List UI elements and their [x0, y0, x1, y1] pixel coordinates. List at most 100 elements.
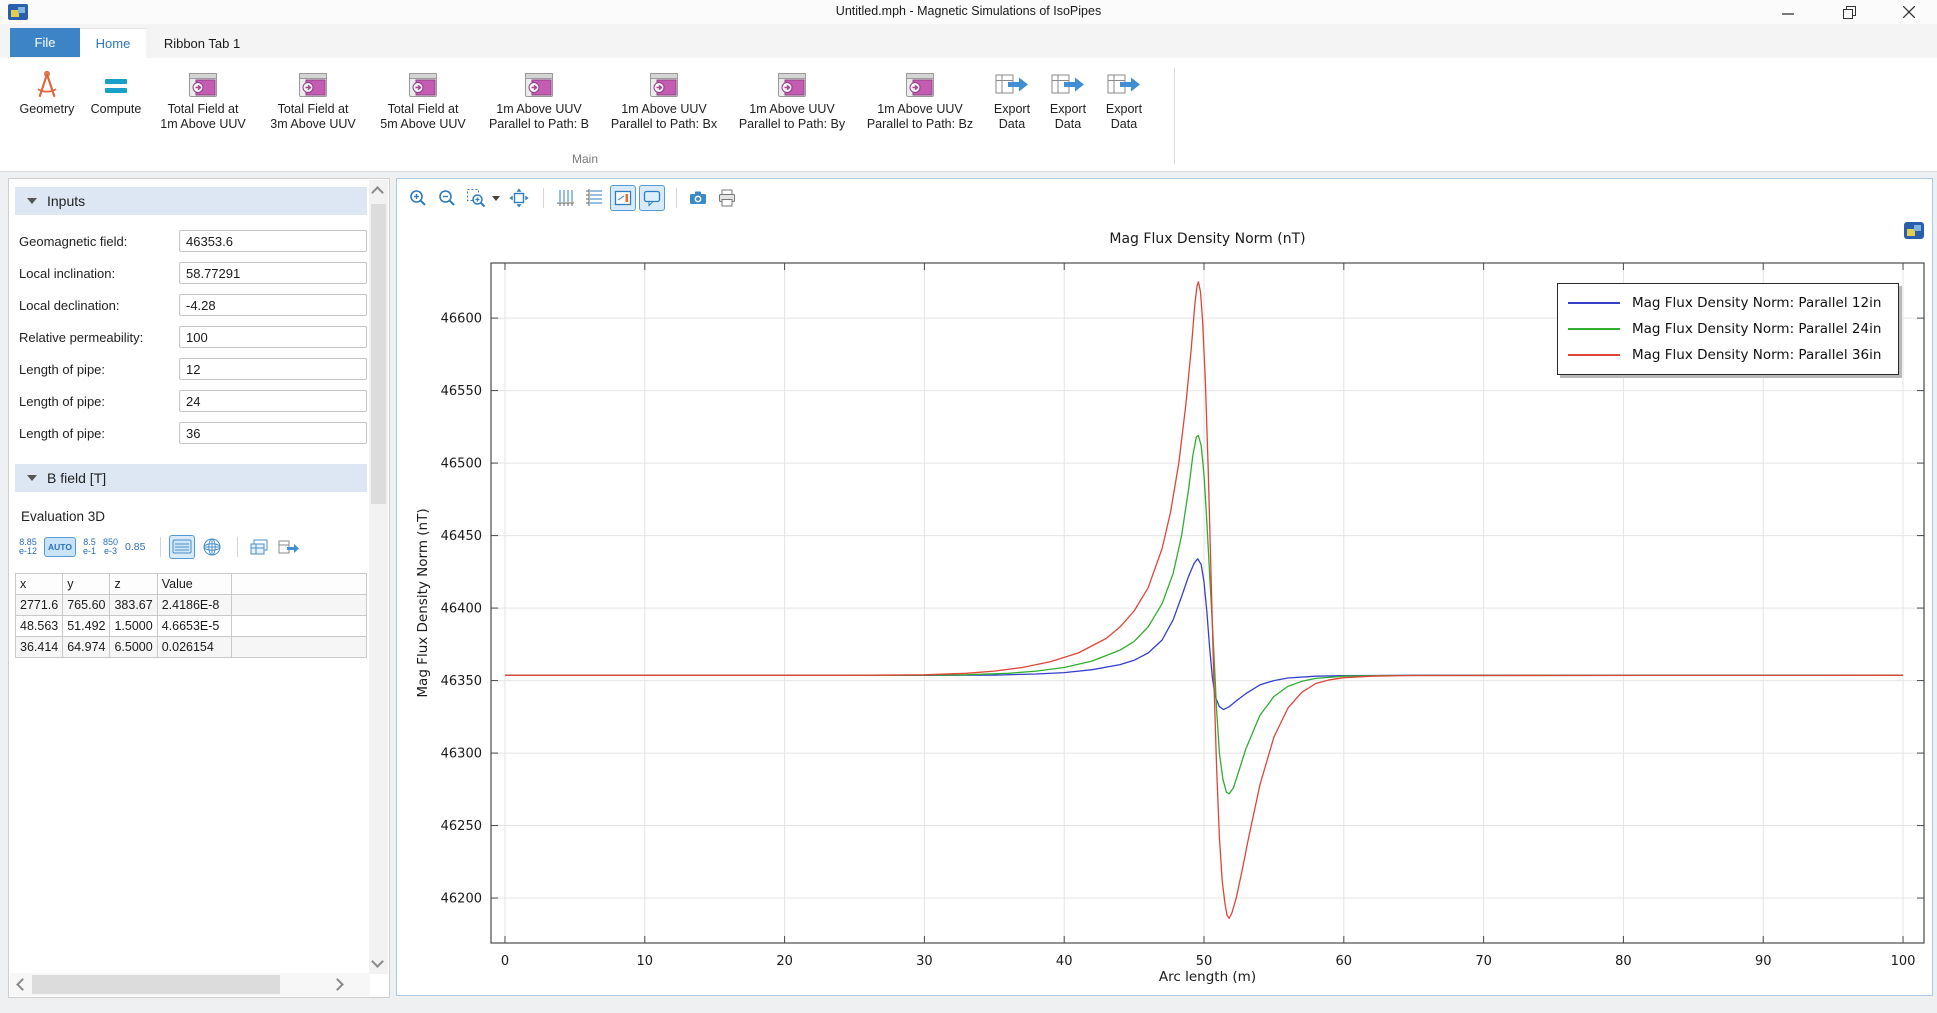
evaluation-toolbar: 8.85e-12 AUTO 8.5e-1 850e-3 0.85 — [19, 533, 306, 561]
input-field-3[interactable] — [179, 326, 367, 348]
inputs-section-title: Inputs — [47, 193, 85, 209]
table-cell[interactable]: 383.67 — [110, 595, 157, 616]
zoom-box-icon[interactable] — [463, 185, 489, 211]
zoom-out-icon[interactable] — [434, 185, 460, 211]
horizontal-scroll-thumb[interactable] — [32, 975, 280, 994]
precision-8.85e-12-button[interactable]: 8.85e-12 — [19, 538, 37, 556]
minimize-button[interactable] — [1765, 0, 1811, 24]
precision-850e-3-button[interactable]: 850e-3 — [103, 538, 118, 556]
table-cell[interactable] — [231, 637, 366, 658]
x-tick-label: 40 — [1056, 954, 1073, 969]
close-button[interactable] — [1886, 0, 1932, 24]
table-cell[interactable]: 2771.6 — [16, 595, 63, 616]
legend-label: Mag Flux Density Norm: Parallel 36in — [1632, 347, 1881, 363]
ribbon-button-export-data-2[interactable]: ExportData — [1040, 64, 1096, 132]
table-cell[interactable]: 1.5000 — [110, 616, 157, 637]
toolbar-separator — [543, 188, 544, 208]
results-table[interactable]: xyzValue2771.6765.60383.672.4186E-848.56… — [15, 573, 367, 658]
ribbon-button-total-field-5m[interactable]: Total Field at5m Above UUV — [368, 64, 478, 132]
legend-item: Mag Flux Density Norm: Parallel 36in — [1568, 342, 1888, 368]
ribbon-button-label: Total Field at1m Above UUV — [160, 102, 245, 132]
ribbon-button-parallel-path-b[interactable]: 1m Above UUVParallel to Path: B — [478, 64, 600, 132]
precision-0.85-button[interactable]: 0.85 — [125, 541, 145, 553]
table-cell[interactable]: 6.5000 — [110, 637, 157, 658]
annotation-toggle-icon[interactable] — [639, 185, 665, 211]
scroll-right-icon[interactable] — [331, 978, 344, 991]
sphere-display-icon[interactable] — [199, 535, 225, 559]
precision-8.5e-1-button[interactable]: 8.5e-1 — [83, 538, 96, 556]
table-header-y[interactable]: y — [63, 574, 110, 595]
table-cell[interactable]: 0.026154 — [157, 637, 231, 658]
legend-toggle-icon[interactable] — [610, 185, 636, 211]
snapshot-camera-icon[interactable] — [685, 185, 711, 211]
ribbon-button-compute[interactable]: Compute — [84, 64, 148, 117]
copy-table-icon[interactable] — [246, 535, 272, 559]
vertical-scroll-thumb[interactable] — [371, 204, 386, 504]
y-axis-grid-icon[interactable] — [581, 185, 607, 211]
input-field-2[interactable] — [179, 294, 367, 316]
ribbon-group-label: Main — [0, 152, 1170, 166]
input-field-6[interactable] — [179, 422, 367, 444]
maximize-button[interactable] — [1826, 0, 1872, 24]
scroll-down-icon[interactable] — [371, 955, 384, 968]
table-header-x[interactable]: x — [16, 574, 63, 595]
legend-item: Mag Flux Density Norm: Parallel 12in — [1568, 290, 1888, 316]
ribbon-button-parallel-path-bz[interactable]: 1m Above UUVParallel to Path: Bz — [856, 64, 984, 132]
ribbon-button-export-data-1[interactable]: ExportData — [984, 64, 1040, 132]
sidebar-vertical-scrollbar[interactable] — [369, 180, 388, 974]
export-table-icon[interactable] — [276, 535, 302, 559]
x-tick-label: 30 — [916, 954, 933, 969]
zoom-in-icon[interactable] — [405, 185, 431, 211]
ribbon-button-label: ExportData — [1106, 102, 1142, 132]
table-row[interactable]: 48.56351.4921.50004.6653E-5 — [16, 616, 367, 637]
ribbon-button-parallel-path-by[interactable]: 1m Above UUVParallel to Path: By — [728, 64, 856, 132]
dropdown-caret-icon[interactable] — [492, 196, 500, 201]
table-row[interactable]: 2771.6765.60383.672.4186E-8 — [16, 595, 367, 616]
table-cell[interactable]: 765.60 — [63, 595, 110, 616]
table-header-Value[interactable]: Value — [157, 574, 231, 595]
ribbon-button-export-data-3[interactable]: ExportData — [1096, 64, 1152, 132]
x-axis-grid-icon[interactable] — [552, 185, 578, 211]
print-icon[interactable] — [714, 185, 740, 211]
table-cell[interactable]: 64.974 — [63, 637, 110, 658]
ribbon-button-total-field-3m[interactable]: Total Field at3m Above UUV — [258, 64, 368, 132]
field-label: Length of pipe: — [19, 362, 105, 377]
toolbar-separator — [676, 188, 677, 208]
ribbon-button-label: 1m Above UUVParallel to Path: B — [489, 102, 589, 132]
ribbon-button-parallel-path-bx[interactable]: 1m Above UUVParallel to Path: Bx — [600, 64, 728, 132]
auto-notation-button[interactable]: AUTO — [44, 537, 76, 557]
table-cell[interactable]: 51.492 — [63, 616, 110, 637]
toolbar-separator — [160, 537, 161, 557]
table-cell[interactable] — [231, 616, 366, 637]
tab-file[interactable]: File — [10, 28, 80, 57]
x-tick-label: 50 — [1196, 954, 1213, 969]
bfield-section-header[interactable]: B field [T] — [15, 464, 367, 492]
inputs-section-header[interactable]: Inputs — [15, 187, 367, 215]
y-tick-label: 46200 — [441, 892, 482, 907]
table-header-z[interactable]: z — [110, 574, 157, 595]
table-cell[interactable]: 48.563 — [16, 616, 63, 637]
tab-home[interactable]: Home — [80, 28, 146, 58]
input-field-5[interactable] — [179, 390, 367, 412]
input-field-1[interactable] — [179, 262, 367, 284]
table-display-icon[interactable] — [169, 535, 195, 559]
ribbon-button-geometry[interactable]: Geometry — [10, 64, 84, 117]
scroll-up-icon[interactable] — [371, 186, 384, 199]
ribbon-button-total-field-1m[interactable]: Total Field at1m Above UUV — [148, 64, 258, 132]
input-field-4[interactable] — [179, 358, 367, 380]
table-cell[interactable]: 36.414 — [16, 637, 63, 658]
scroll-left-icon[interactable] — [16, 978, 29, 991]
table-cell[interactable]: 4.6653E-5 — [157, 616, 231, 637]
ribbon-button-label: Total Field at5m Above UUV — [380, 102, 465, 132]
table-header-filler[interactable] — [231, 574, 366, 595]
tab-ribbon-1[interactable]: Ribbon Tab 1 — [146, 28, 258, 58]
table-cell[interactable] — [231, 595, 366, 616]
input-field-0[interactable] — [179, 230, 367, 252]
sidebar-horizontal-scrollbar[interactable] — [10, 973, 370, 996]
ribbon: GeometryCompute Total Field at1m Above UU… — [0, 58, 1937, 172]
table-cell[interactable]: 2.4186E-8 — [157, 595, 231, 616]
zoom-extents-icon[interactable] — [506, 185, 532, 211]
field-label: Local declination: — [19, 298, 119, 313]
ribbon-button-label: 1m Above UUVParallel to Path: By — [739, 102, 845, 132]
table-row[interactable]: 36.41464.9746.50000.026154 — [16, 637, 367, 658]
